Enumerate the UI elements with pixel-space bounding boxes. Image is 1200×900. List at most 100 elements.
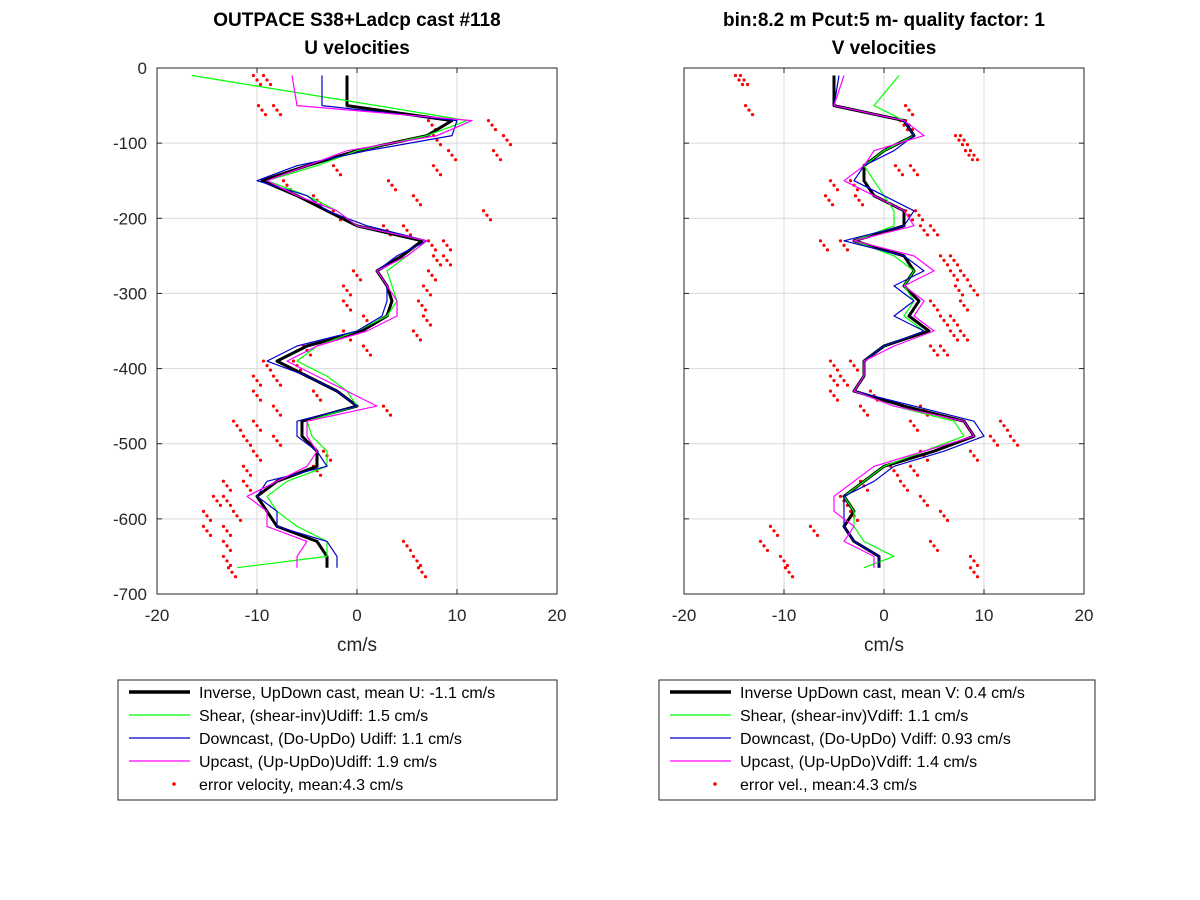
u-error-velocity-point: [348, 293, 353, 297]
v-y-ticks: [684, 67, 1084, 595]
u-error-velocity-point: [441, 254, 446, 258]
u-error-velocity-point: [215, 499, 219, 503]
u-legend-swatch-error: [172, 782, 176, 786]
u-plot-area: [191, 73, 513, 579]
u-error-velocity-point: [218, 503, 223, 507]
v-error-velocity-point: [975, 158, 980, 162]
v-error-velocity-point: [912, 168, 916, 172]
v-error-velocity-point: [958, 329, 963, 333]
u-error-velocity-point: [345, 303, 349, 308]
v-error-velocity-point: [932, 228, 936, 232]
u-error-velocity-point: [335, 168, 339, 172]
v-error-velocity-point: [952, 273, 956, 277]
u-error-velocity-point: [426, 239, 431, 243]
v-error-velocity-point: [953, 134, 958, 138]
v-error-velocity-point: [948, 254, 953, 258]
u-error-velocity-point: [448, 248, 453, 252]
v-error-velocity-point: [995, 443, 1000, 447]
u-error-velocity-point: [221, 494, 226, 498]
u-error-velocity-point: [341, 329, 346, 333]
u-error-velocity-point: [433, 278, 438, 282]
v-error-velocity-point: [860, 203, 865, 207]
u-error-velocity-point: [318, 398, 323, 402]
u-error-velocity-point: [225, 559, 229, 563]
u-error-velocity-point: [481, 209, 486, 213]
v-error-velocity-point: [838, 374, 843, 378]
u-error-velocity-point: [228, 533, 233, 537]
u-error-velocity-point: [401, 539, 406, 544]
u-error-velocity-point: [358, 278, 363, 282]
u-error-velocity-point: [271, 374, 276, 378]
u-error-velocity-point: [225, 484, 229, 488]
v-error-velocity-point: [848, 509, 853, 513]
u-error-velocity-point: [278, 383, 283, 387]
u-error-velocity-point: [221, 524, 226, 528]
v-x-axis-label: cm/s: [864, 635, 904, 656]
u-error-velocity-point: [271, 103, 276, 108]
v-error-velocity-point: [960, 143, 965, 147]
v-error-velocity-point: [915, 428, 920, 432]
u-error-velocity-point: [225, 529, 229, 533]
v-error-velocity-point: [828, 389, 833, 393]
u-error-velocity-point: [235, 424, 239, 428]
v-error-velocity-point: [832, 378, 836, 383]
u-error-velocity-point: [390, 183, 394, 187]
v-error-velocity-point: [913, 209, 918, 213]
u-error-velocity-point: [235, 514, 239, 518]
u-error-velocity-point: [401, 224, 406, 228]
u-error-velocity-point: [251, 389, 256, 393]
v-error-velocity-point: [912, 469, 916, 473]
u-error-velocity-point: [426, 119, 431, 123]
u-error-velocity-point: [261, 359, 266, 363]
u-error-velocity-point: [418, 563, 423, 568]
v-error-velocity-point: [955, 278, 960, 282]
v-error-velocity-point: [838, 494, 843, 498]
v-legend-label: Shear, (shear-inv)Vdiff: 1.1 cm/s: [740, 708, 968, 725]
v-error-velocity-point: [772, 529, 776, 533]
u-error-velocity-point: [431, 164, 436, 168]
u-error-velocity-point: [205, 514, 209, 518]
u-error-velocity-point: [420, 303, 424, 308]
u-panel-title: OUTPACE S38+Ladcp cast #118: [213, 10, 500, 31]
v-error-velocity-point: [962, 303, 966, 308]
v-error-velocity-point: [1002, 424, 1006, 428]
u-error-velocity-point: [446, 149, 451, 153]
u-error-velocity-point: [415, 559, 419, 563]
u-error-velocity-point: [231, 509, 236, 513]
u-error-velocity-point: [341, 299, 346, 303]
v-error-velocity-point: [785, 563, 790, 568]
v-error-velocity-point: [958, 299, 963, 303]
u-error-velocity-point: [445, 243, 449, 247]
u-error-velocity-point: [426, 269, 431, 273]
v-error-velocity-point: [942, 514, 946, 518]
v-error-velocity-point: [910, 112, 915, 117]
u-shear-line: [191, 74, 468, 569]
v-error-velocity-point: [918, 494, 923, 498]
u-error-velocity-point: [225, 499, 229, 503]
u-error-velocity-point: [331, 164, 336, 168]
u-error-velocity-point: [251, 374, 256, 378]
u-error-velocity-point: [225, 544, 229, 548]
v-error-velocity-point: [935, 353, 940, 357]
v-error-velocity-point: [945, 353, 950, 357]
v-error-velocity-point: [972, 153, 976, 157]
u-error-velocity-point: [438, 263, 443, 267]
u-error-velocity-point: [278, 112, 283, 117]
u-legend-label: error velocity, mean:4.3 cm/s: [199, 777, 403, 794]
v-error-velocity-point: [957, 138, 961, 142]
u-error-velocity-point: [245, 469, 249, 473]
u-error-velocity-point: [361, 344, 366, 348]
v-error-velocity-point: [742, 78, 746, 82]
u-error-velocity-point: [508, 143, 513, 147]
u-error-velocity-point: [205, 529, 209, 533]
v-error-velocity-point: [965, 278, 970, 282]
u-error-velocity-point: [308, 353, 313, 357]
v-error-velocity-point: [907, 108, 911, 112]
v-error-velocity-point: [783, 566, 788, 570]
u-legend: Inverse, UpDown cast, mean U: -1.1 cm/s S…: [117, 679, 558, 801]
u-error-velocity-point: [248, 473, 253, 477]
v-x-tick-label: 0: [879, 606, 888, 625]
u-error-velocity-point: [408, 548, 413, 553]
v-error-velocity-point: [758, 539, 763, 544]
v-legend-box: [658, 679, 1096, 801]
